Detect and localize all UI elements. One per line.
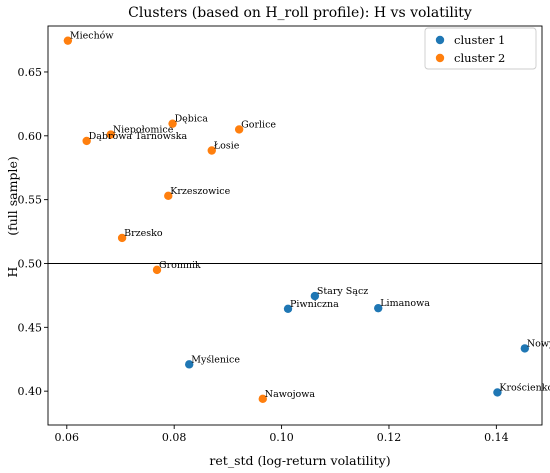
x-axis: 0.06 0.08 0.10 0.12 0.14 — [55, 425, 509, 444]
point-label: Krzeszowice — [170, 186, 230, 197]
plot-area — [47, 25, 543, 426]
plot-frame — [47, 25, 543, 426]
point-label: Miechów — [70, 31, 114, 42]
point-label: Krościenko — [499, 382, 550, 393]
point-label: Limanowa — [380, 298, 430, 309]
x-axis-label: ret_std (log-return volatility) — [209, 453, 390, 468]
data-points — [63, 36, 530, 404]
point-label: Gromnik — [159, 260, 201, 271]
legend: cluster 1 cluster 2 — [424, 27, 537, 70]
legend-label: cluster 1 — [454, 33, 505, 47]
point-label: Dąbrowa Tarnowska — [89, 131, 188, 142]
data-point — [520, 344, 530, 353]
data-point — [185, 360, 194, 369]
point-label: Brzesko — [124, 228, 163, 239]
data-point — [168, 119, 177, 128]
y-tick-label: 0.60 — [18, 130, 43, 143]
data-point — [152, 265, 162, 275]
legend-marker — [435, 35, 445, 45]
data-point — [310, 291, 320, 301]
x-tick-label: 0.12 — [377, 431, 402, 444]
y-axis: 0.40 0.45 0.50 0.55 0.60 0.65 — [18, 66, 48, 398]
point-label: Niepołomice — [113, 125, 174, 136]
data-point — [258, 394, 267, 404]
point-label: Stary Sącz — [317, 286, 368, 297]
data-point — [283, 304, 293, 314]
data-point — [207, 146, 216, 155]
point-label: Dębica — [175, 114, 209, 125]
data-point — [117, 233, 127, 243]
legend-box — [424, 27, 537, 70]
point-label: Gorlice — [241, 119, 276, 130]
y-axis-label: H — [5, 266, 20, 277]
data-point — [374, 303, 383, 313]
chart-title: Clusters (based on H_roll profile): H vs… — [128, 5, 472, 21]
data-point — [493, 388, 502, 397]
y-axis-label-secondary: (full sample) — [5, 156, 20, 236]
y-tick-label: 0.65 — [18, 66, 43, 79]
point-labels: Stary Sącz Piwniczna Limanowa Nowy Targ Myśl… — [70, 31, 550, 400]
x-tick-label: 0.08 — [162, 431, 187, 444]
legend-label: cluster 2 — [454, 51, 505, 65]
point-label: Łosie — [214, 140, 240, 151]
point-label: Myślenice — [191, 354, 240, 365]
point-label: Piwniczna — [290, 299, 339, 310]
y-tick-label: 0.55 — [18, 194, 43, 207]
x-tick-label: 0.14 — [484, 431, 509, 444]
data-point — [234, 125, 244, 134]
point-label: Nawojowa — [265, 389, 316, 400]
x-tick-label: 0.10 — [269, 431, 294, 444]
y-tick-label: 0.40 — [18, 385, 43, 398]
data-point — [164, 191, 173, 201]
legend-marker — [435, 53, 445, 63]
data-point — [63, 36, 73, 45]
data-point — [106, 130, 116, 139]
y-tick-label: 0.50 — [18, 257, 43, 270]
x-tick-label: 0.06 — [55, 431, 80, 444]
y-tick-label: 0.45 — [18, 321, 43, 334]
data-point — [82, 136, 91, 146]
point-label: Nowy Targ — [527, 338, 550, 349]
